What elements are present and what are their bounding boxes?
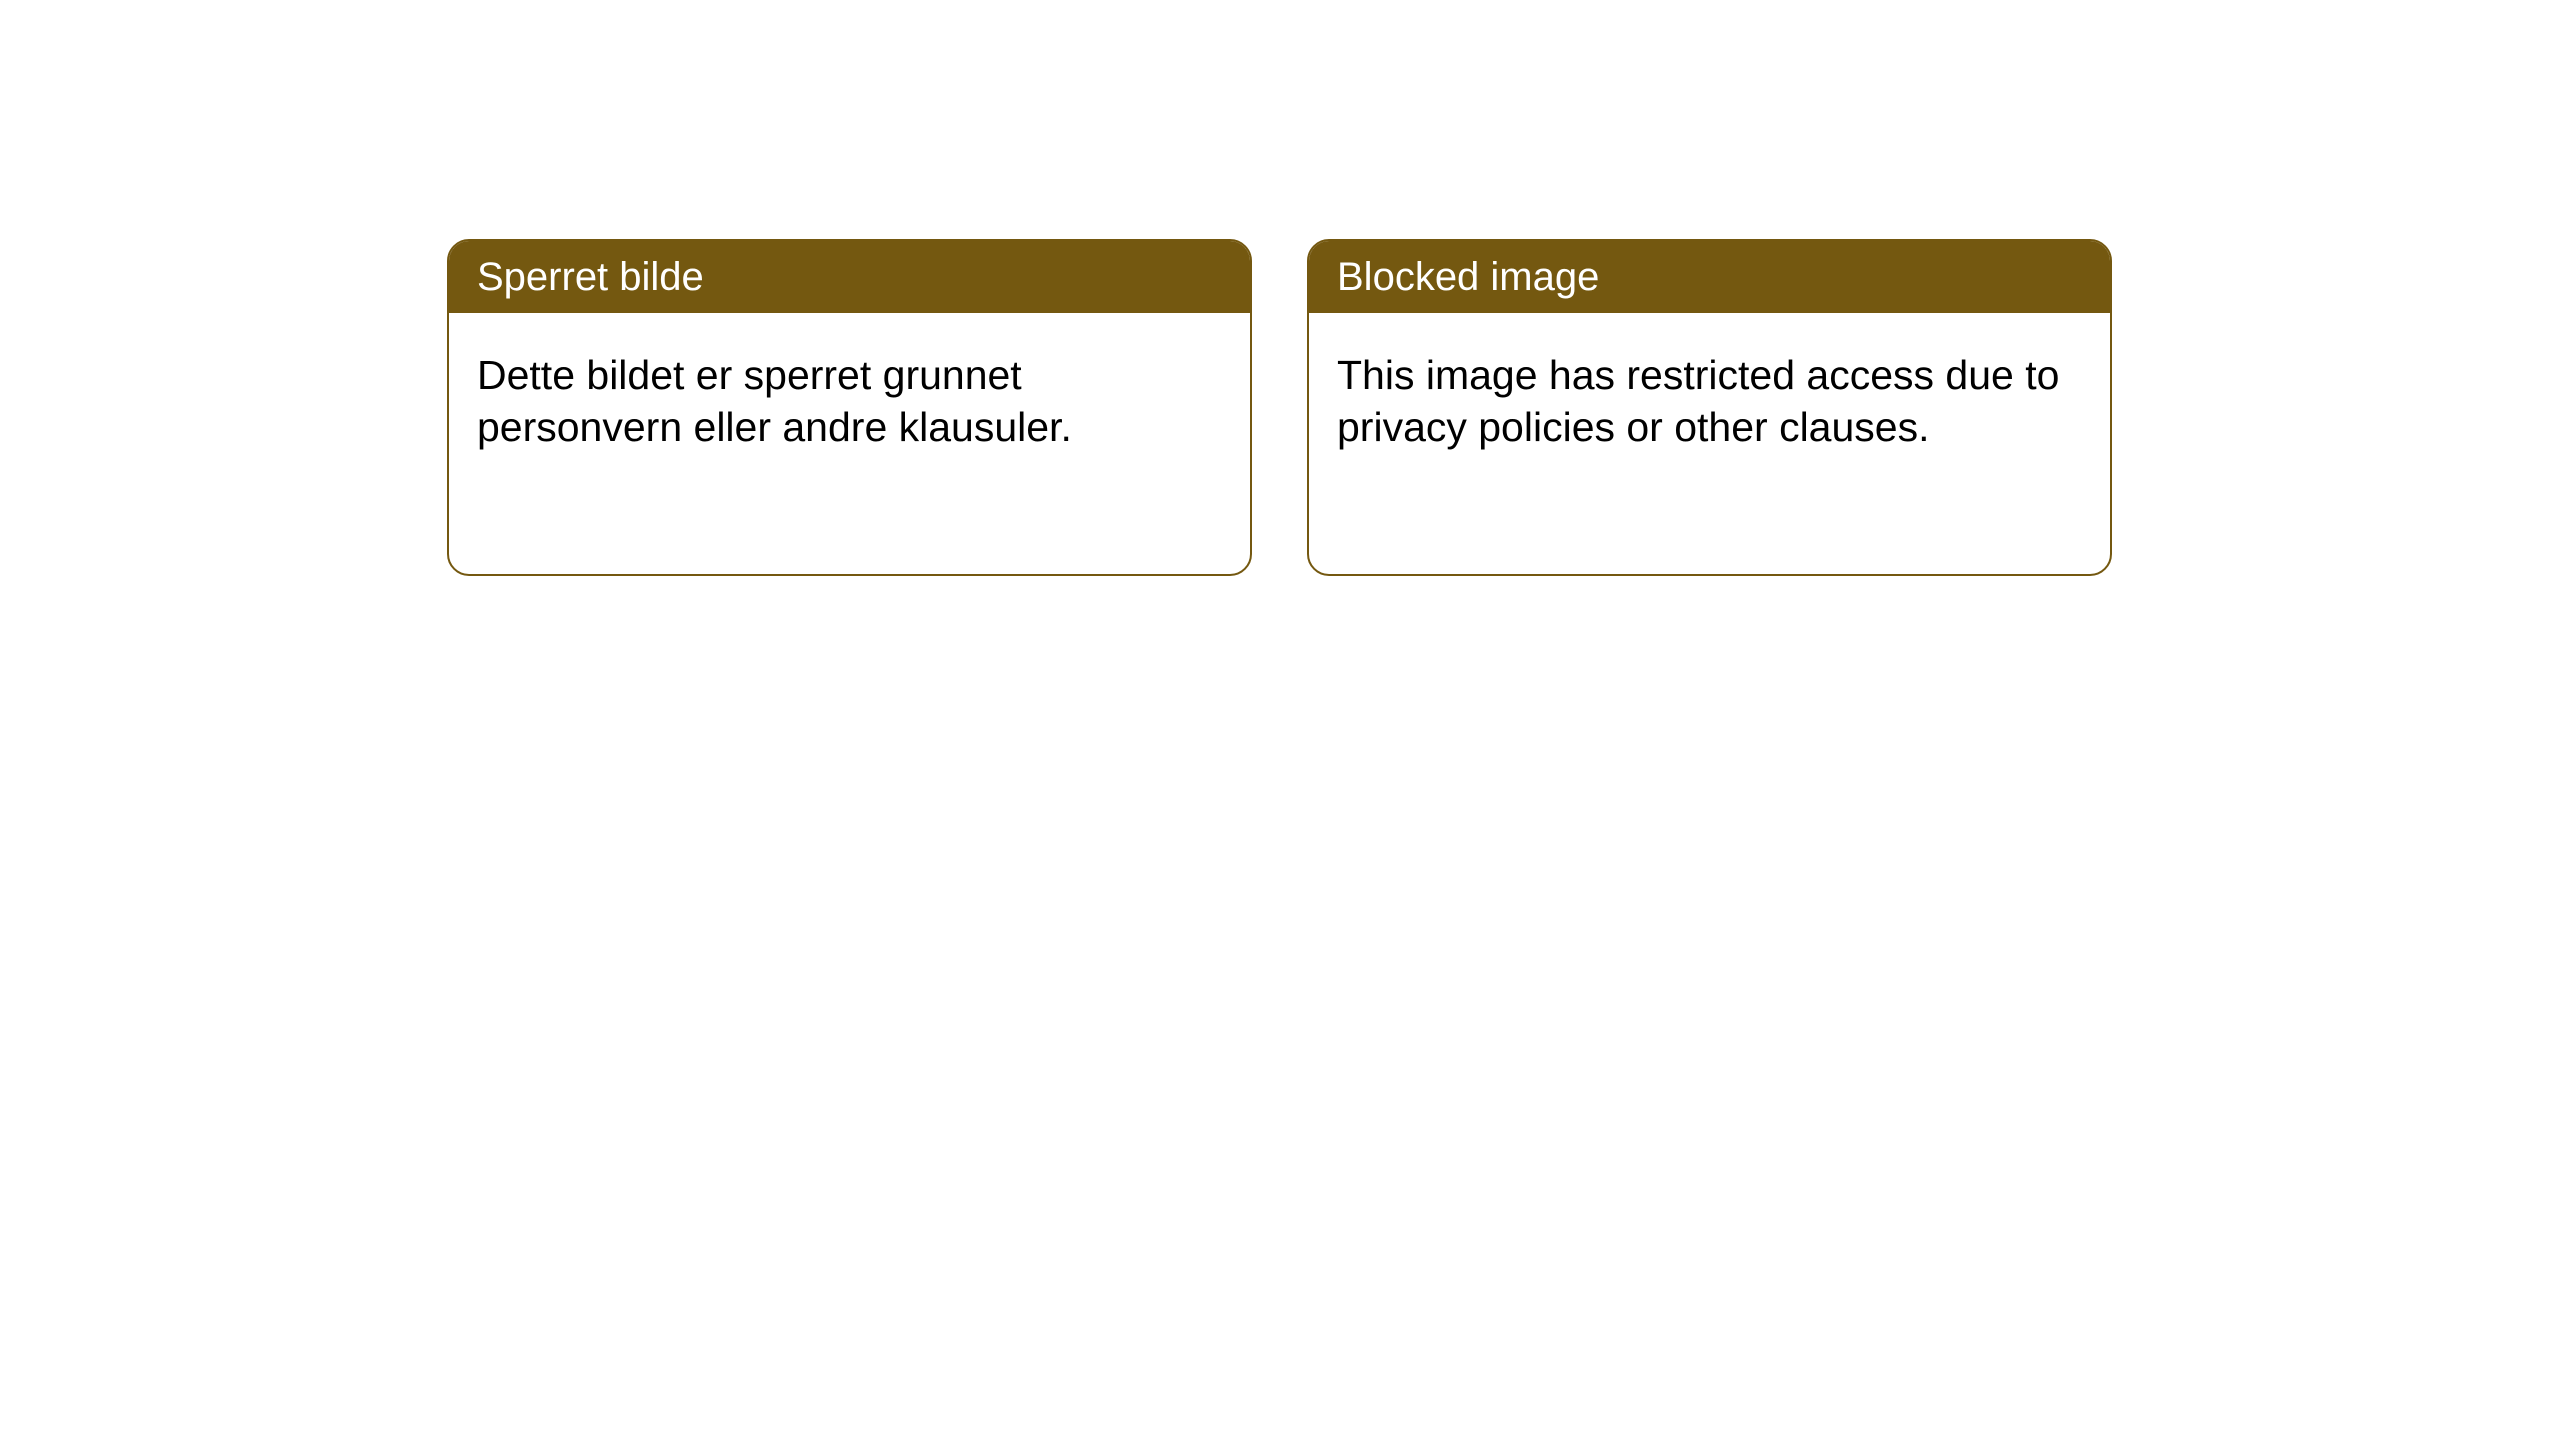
card-body: Dette bildet er sperret grunnet personve… <box>449 313 1250 490</box>
card-body: This image has restricted access due to … <box>1309 313 2110 490</box>
notice-container: Sperret bilde Dette bildet er sperret gr… <box>0 0 2560 576</box>
card-header: Sperret bilde <box>449 241 1250 313</box>
card-header: Blocked image <box>1309 241 2110 313</box>
notice-card-english: Blocked image This image has restricted … <box>1307 239 2112 576</box>
notice-card-norwegian: Sperret bilde Dette bildet er sperret gr… <box>447 239 1252 576</box>
